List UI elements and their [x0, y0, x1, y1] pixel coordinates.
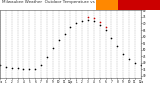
Text: Milwaukee Weather  Outdoor Temperature vs Heat Index (24 Hours): Milwaukee Weather Outdoor Temperature vs… [2, 0, 141, 4]
